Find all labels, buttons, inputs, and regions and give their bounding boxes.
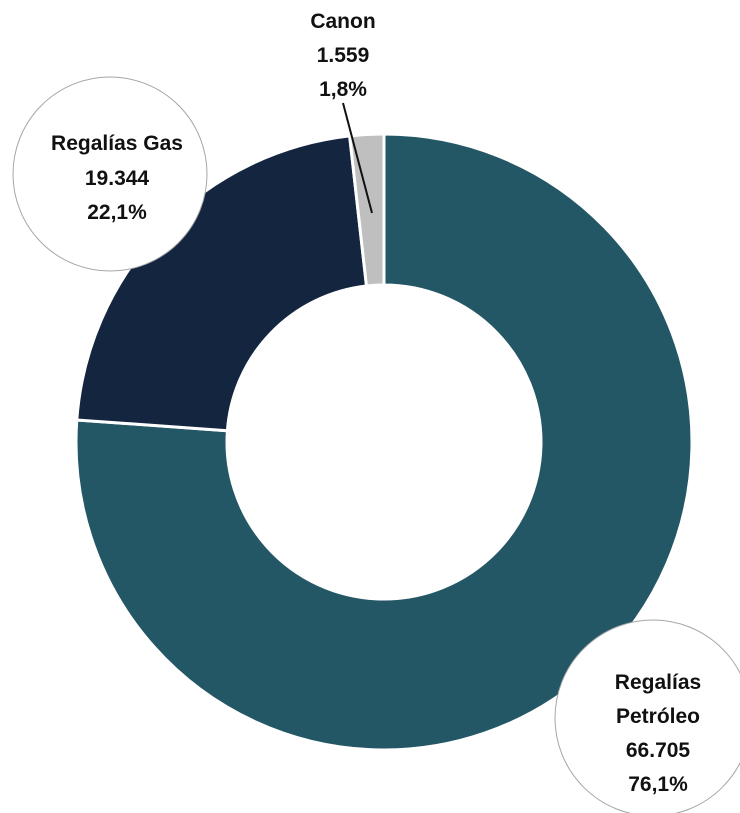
regalias-petroleo-name-label-line2: Petróleo xyxy=(616,705,700,728)
donut-slice-canon xyxy=(347,132,386,288)
regalias-gas-name-label: Regalías Gas xyxy=(51,132,183,155)
regalias-gas-percent-label: 22,1% xyxy=(87,201,147,224)
regalias-gas-callout-bubble xyxy=(12,76,208,272)
regalias-gas-value-label: 19.344 xyxy=(85,167,150,190)
donut-slice-regalias-petroleo xyxy=(74,132,694,752)
canon-name-label: Canon xyxy=(310,10,375,33)
canon-value-label: 1.559 xyxy=(317,44,370,67)
regalias-petroleo-percent-label: 76,1% xyxy=(628,773,688,796)
regalias-petroleo-name-label-line1: Regalías xyxy=(615,671,701,694)
canon-leader-line xyxy=(342,102,373,214)
canon-percent-label: 1,8% xyxy=(319,78,367,101)
regalias-petroleo-callout-bubble xyxy=(554,619,740,813)
donut-slice-regalias-gas xyxy=(75,134,369,433)
regalias-petroleo-value-label: 66.705 xyxy=(626,739,691,762)
